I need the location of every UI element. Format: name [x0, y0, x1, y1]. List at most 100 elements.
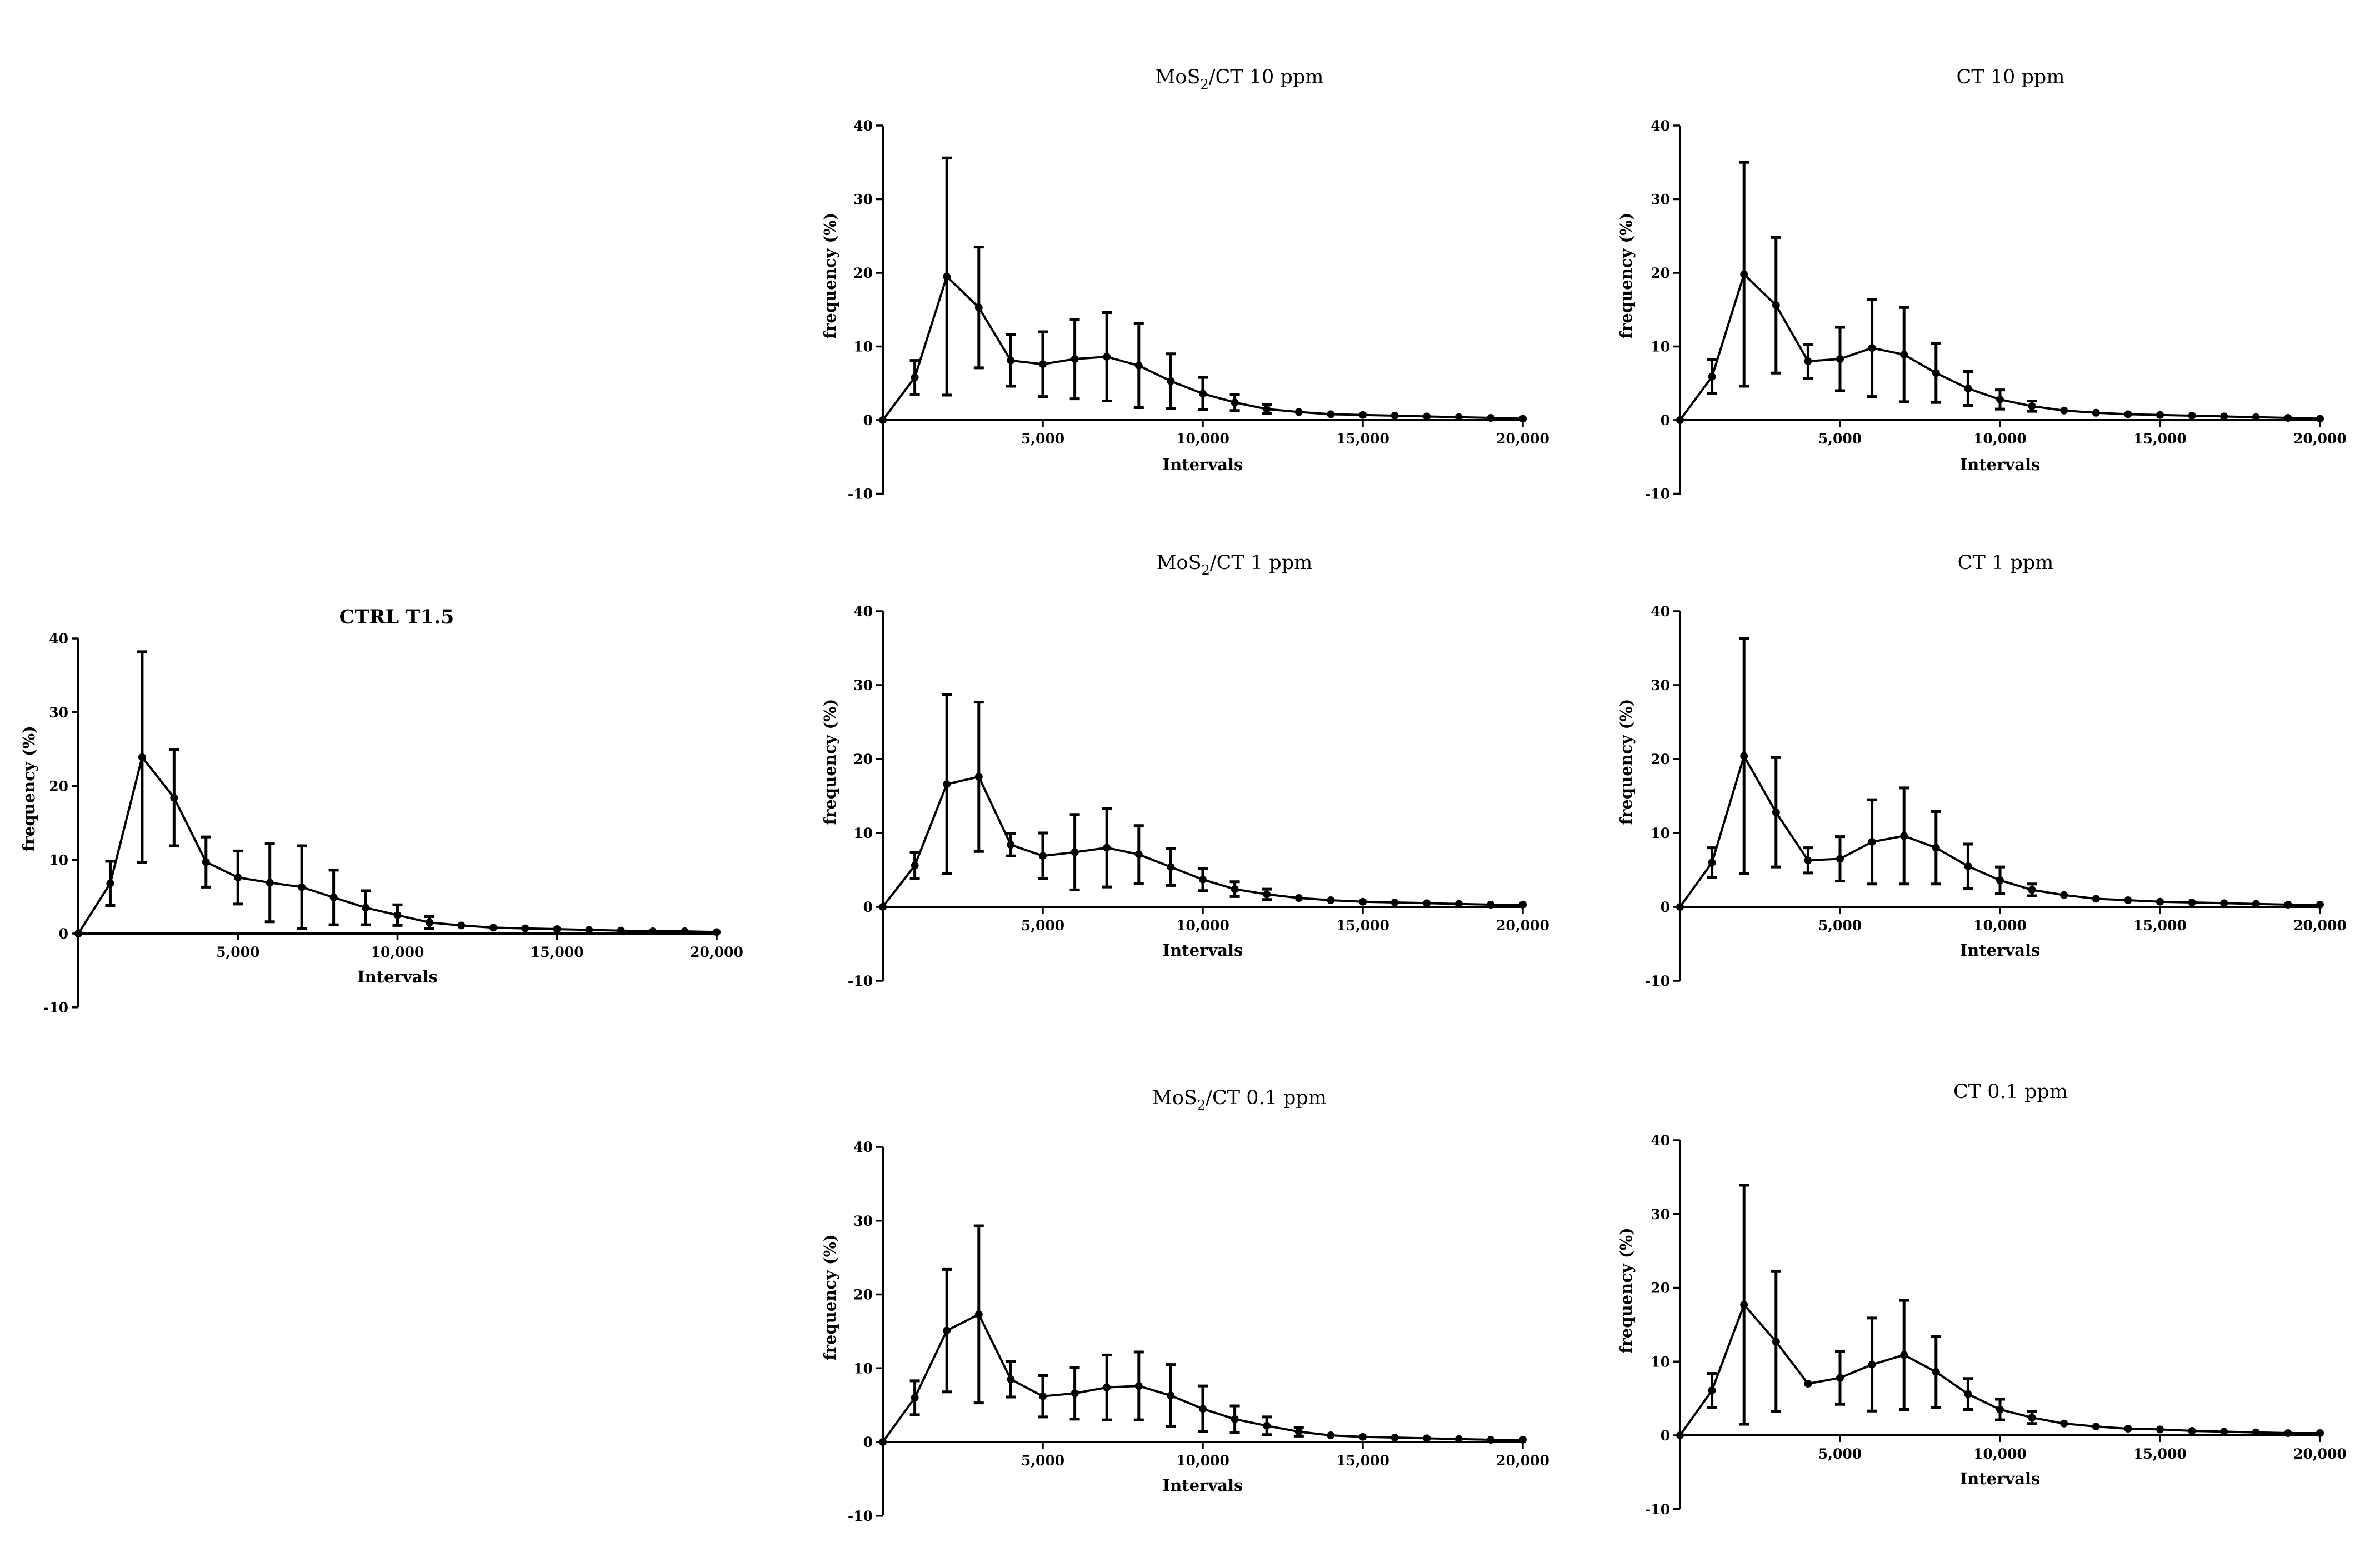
data-point [1804, 1380, 1812, 1388]
data-point [1454, 1435, 1463, 1443]
x-tick-label: 15,000 [1336, 917, 1389, 934]
chart-title-text: CT 1 ppm [1958, 552, 2054, 574]
data-point [362, 904, 370, 912]
x-axis-title: Intervals [1960, 1469, 2041, 1488]
data-point [1231, 1415, 1239, 1423]
data-point [2092, 895, 2100, 903]
data-point [489, 924, 497, 932]
data-point [202, 858, 210, 866]
data-point [1708, 859, 1716, 867]
data-point [1964, 862, 1972, 870]
chart-ct-1: CT 1 ppm 40 30 20 10 0 -10 5,000 10,000 15,000 20,… [1617, 552, 2347, 989]
data-point [1740, 270, 1748, 278]
y-tick-label: 20 [1651, 751, 1670, 767]
data-point [1294, 1428, 1303, 1436]
data-point [2316, 1429, 2324, 1438]
chart-title-rest: /CT 10 ppm [1209, 66, 1324, 88]
data-point [1676, 416, 1684, 424]
data-point [879, 903, 887, 911]
data-point [585, 926, 593, 934]
data-point [2284, 414, 2292, 422]
x-tick-label: 20,000 [2293, 917, 2347, 934]
y-axis-title: frequency (%) [1617, 213, 1636, 339]
x-tick-label: 20,000 [1496, 917, 1549, 934]
data-point [1391, 1434, 1399, 1442]
data-point [2188, 899, 2196, 907]
y-tick-label: 30 [853, 1213, 873, 1229]
data-point [1519, 1436, 1527, 1444]
x-axis-title: Intervals [1163, 1476, 1243, 1495]
chart-title-subscript: 2 [1202, 562, 1210, 578]
data-point [2316, 901, 2324, 909]
data-point [1327, 896, 1335, 905]
data-point [1772, 1338, 1780, 1346]
data-point [457, 921, 466, 930]
data-point [2124, 896, 2132, 905]
data-point [2156, 1425, 2164, 1434]
data-point [1167, 863, 1175, 871]
data-point [2124, 1425, 2132, 1433]
data-point [1134, 850, 1143, 859]
data-point [1423, 412, 1431, 421]
data-point [1996, 1405, 2004, 1414]
x-tick-label: 10,000 [1176, 1453, 1229, 1469]
data-point [74, 930, 82, 937]
y-tick-label: 10 [1651, 339, 1670, 355]
x-axis-title: Intervals [1163, 941, 1243, 960]
y-tick-label: 30 [1651, 1206, 1670, 1222]
y-tick-label: 20 [1651, 1280, 1670, 1296]
data-point [1039, 1392, 1047, 1400]
data-point [1007, 1375, 1015, 1384]
x-tick-label: 5,000 [1021, 431, 1064, 447]
data-point [974, 303, 983, 312]
data-point [943, 780, 951, 789]
data-point [1868, 344, 1876, 352]
x-axis-title: Intervals [1163, 455, 1243, 474]
data-point [943, 1326, 951, 1335]
data-point [521, 924, 529, 932]
data-point [1708, 372, 1716, 381]
data-point [1391, 899, 1399, 907]
chart-title-text: MoS [1157, 552, 1202, 574]
x-tick-label: 15,000 [2133, 1446, 2187, 1462]
data-point [1103, 353, 1111, 361]
chart-title: CT 1 ppm [1958, 552, 2054, 574]
data-point [2092, 408, 2100, 417]
chart-title-text: MoS [1152, 1087, 1197, 1109]
data-point [1071, 355, 1079, 363]
data-point [1836, 355, 1844, 363]
data-point [1199, 875, 1207, 884]
x-tick-label: 10,000 [1973, 1446, 2027, 1462]
data-point [2188, 412, 2196, 420]
data-point [1519, 901, 1527, 909]
x-tick-label: 15,000 [1336, 431, 1389, 447]
data-point [2252, 413, 2260, 421]
data-point [1199, 390, 1207, 398]
data-point [1007, 841, 1015, 849]
data-point [2220, 412, 2228, 421]
data-point [911, 1394, 919, 1402]
data-point [1327, 410, 1335, 418]
y-tick-label: 40 [1651, 118, 1670, 134]
y-tick-label: 40 [1651, 1132, 1670, 1149]
chart-title-rest: /CT 1 ppm [1210, 552, 1312, 574]
chart-title: CTRL T1.5 [339, 606, 454, 628]
y-tick-label: 20 [1651, 265, 1670, 281]
data-point [943, 272, 951, 281]
x-axis-title: Intervals [1960, 941, 2041, 960]
data-point [266, 879, 274, 887]
data-point [1836, 855, 1844, 863]
data-point [1359, 1433, 1367, 1441]
data-point [1804, 856, 1812, 865]
data-point [1359, 411, 1367, 419]
chart-title-text: CTRL T1.5 [339, 606, 454, 628]
x-tick-label: 10,000 [371, 944, 424, 960]
y-axis-title: frequency (%) [821, 699, 839, 825]
data-point [974, 1310, 983, 1319]
x-tick-label: 10,000 [1973, 917, 2027, 934]
data-point [2252, 1428, 2260, 1436]
x-tick-label: 20,000 [1496, 431, 1549, 447]
data-point [1932, 369, 1940, 377]
data-point [106, 879, 114, 887]
y-tick-label: 10 [853, 825, 873, 841]
